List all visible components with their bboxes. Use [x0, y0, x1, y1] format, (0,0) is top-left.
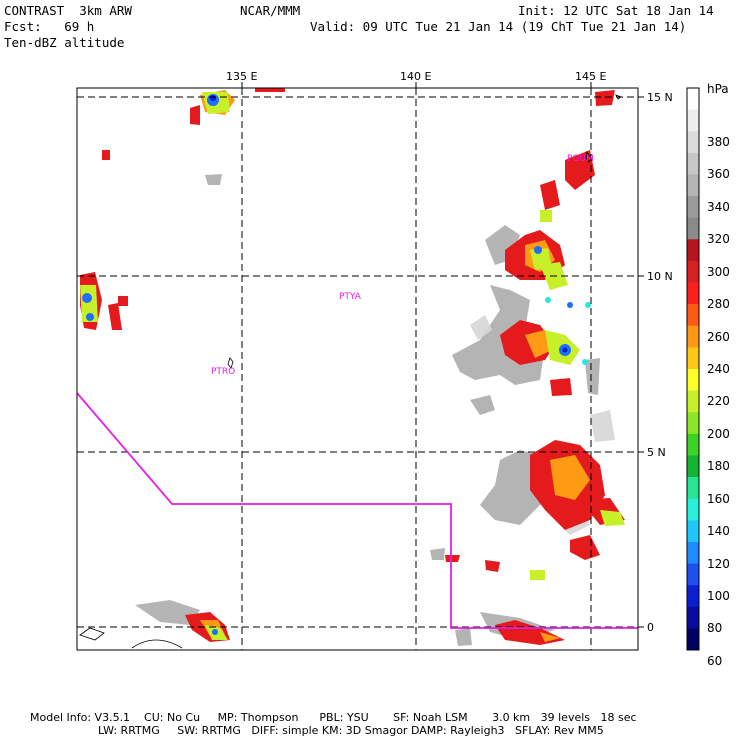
colorbar-frame [686, 87, 700, 651]
institution: NCAR/MMM [240, 3, 301, 18]
lon-label-145: 145 E [575, 70, 607, 83]
init-time: Init: 12 UTC Sat 18 Jan 14 [518, 3, 714, 18]
valid-time: Valid: 09 UTC Tue 21 Jan 14 (19 ChT Tue … [310, 19, 687, 34]
reflectivity-field [80, 88, 625, 646]
footer-model-info: Model Info: V3.5.1 CU: No Cu MP: Thompso… [30, 711, 637, 724]
coastlines [79, 94, 622, 649]
colorbar-label: 200 [707, 426, 730, 441]
lon-label-135: 135 E [226, 70, 258, 83]
colorbar-unit: hPa [707, 82, 729, 96]
colorbar-swatch [687, 369, 699, 391]
colorbar-label: 280 [707, 297, 730, 312]
colorbar-swatch [687, 152, 699, 175]
colorbar-swatch [687, 304, 699, 327]
station-ptro: PTRO [211, 367, 235, 377]
footer-physics-info: LW: RRTMG SW: RRTMG DIFF: simple KM: 3D … [98, 724, 604, 737]
colorbar-swatch [687, 477, 699, 499]
colorbar-swatch [687, 325, 699, 348]
colorbar-label: 160 [707, 491, 730, 506]
lat-label-0: 0 [647, 621, 654, 634]
station-ptya: PTYA [339, 292, 362, 302]
colorbar-swatch [687, 282, 699, 305]
colorbar-label: 140 [707, 524, 730, 539]
colorbar-swatch [687, 541, 699, 564]
eez-boundary [76, 392, 638, 629]
colorbar-label: 120 [707, 556, 730, 571]
colorbar-swatch [687, 88, 699, 110]
colorbar-label: 320 [707, 232, 730, 247]
colorbar-swatch [687, 196, 699, 218]
lat-lon-grid [77, 88, 638, 650]
colorbar-swatch [687, 390, 699, 413]
field-name: Ten-dBZ altitude [4, 35, 125, 50]
colorbar-swatch [687, 628, 699, 651]
colorbar-swatch [687, 109, 699, 132]
forecast-hour: Fcst: 69 h [4, 19, 95, 34]
lat-label-10n: 10 N [647, 270, 673, 283]
colorbar-label: 220 [707, 394, 730, 409]
colorbar-label: 360 [707, 167, 730, 182]
colorbar-swatch [687, 412, 699, 435]
colorbar-swatch [687, 131, 699, 154]
colorbar-label: 100 [707, 588, 730, 603]
colorbar-swatch [687, 347, 699, 370]
colorbar-label: 180 [707, 459, 730, 474]
colorbar-swatch [687, 606, 699, 629]
colorbar-label: 260 [707, 329, 730, 344]
colorbar-swatch [687, 433, 699, 456]
lon-label-140: 140 E [400, 70, 432, 83]
lat-label-15n: 15 N [647, 91, 673, 104]
colorbar-label: 300 [707, 264, 730, 279]
colorbar-swatch [687, 563, 699, 586]
colorbar-label: 240 [707, 362, 730, 376]
colorbar-swatch [687, 260, 699, 283]
colorbar-swatch [687, 455, 699, 478]
colorbar-swatch [687, 585, 699, 608]
lat-label-5n: 5 N [647, 446, 666, 459]
model-title: CONTRAST 3km ARW [4, 3, 132, 18]
colorbar-label: 60 [707, 653, 723, 668]
colorbar-label: 380 [707, 135, 730, 150]
colorbar-label: 80 [707, 621, 723, 636]
map-frame [76, 87, 639, 651]
colorbar [686, 87, 700, 651]
colorbar-swatch [687, 520, 699, 543]
colorbar-swatch [687, 239, 699, 262]
colorbar-swatch [687, 498, 699, 521]
colorbar-swatch [687, 217, 699, 240]
colorbar-swatch [687, 174, 699, 197]
station-pgum: PGUM [567, 154, 594, 164]
colorbar-label: 340 [707, 199, 730, 214]
